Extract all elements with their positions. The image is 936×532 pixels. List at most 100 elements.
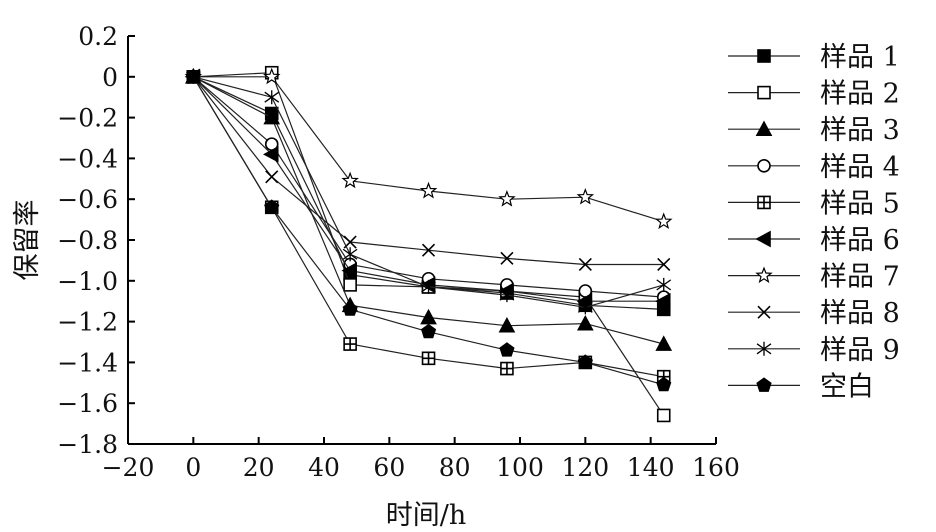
- data-point: [498, 316, 516, 333]
- data-point: [498, 190, 516, 207]
- data-point: [263, 108, 281, 125]
- data-point: [657, 257, 671, 272]
- data-point: [343, 278, 357, 292]
- legend-marker: [757, 305, 771, 319]
- series-8: [186, 70, 671, 272]
- legend-marker: [757, 49, 771, 63]
- data-point: [420, 323, 437, 339]
- legend-marker: [757, 85, 771, 100]
- legend-marker: [756, 341, 772, 356]
- y-tick-label: −0.4: [57, 144, 118, 173]
- data-point: [500, 361, 514, 376]
- legend-marker: [757, 159, 771, 173]
- data-point: [343, 337, 357, 351]
- x-tick-label: 80: [439, 453, 471, 482]
- data-point: [654, 212, 673, 230]
- series-line: [192, 76, 664, 266]
- legend-item: 样品 2: [728, 79, 900, 110]
- data-point: [577, 300, 593, 315]
- legend-item: 样品 6: [728, 225, 900, 256]
- series-7: [184, 67, 673, 230]
- x-tick-label: −20: [102, 453, 155, 482]
- legend-label: 样品 6: [820, 225, 900, 256]
- y-axis-title: 保留率: [12, 200, 43, 281]
- y-tick-label: −1.4: [57, 348, 118, 377]
- data-point: [500, 251, 514, 265]
- series-10: [185, 68, 672, 392]
- series-layer: [184, 65, 673, 423]
- data-point: [264, 199, 280, 214]
- legend-label: 样品 3: [820, 115, 900, 146]
- data-point: [263, 67, 281, 85]
- data-point: [655, 335, 673, 351]
- data-point: [421, 243, 436, 257]
- y-ticks: 0.2 0 −0.2 −0.4 −0.6 −0.8 −1.0 −1.2 −1.4 −1.6 −1.8: [57, 22, 135, 459]
- y-tick-label: −0.6: [57, 185, 118, 214]
- data-point: [419, 181, 438, 199]
- legend-label: 样品 7: [820, 262, 900, 293]
- y-tick-label: −1.8: [57, 430, 118, 459]
- y-tick-label: −1.2: [57, 308, 118, 337]
- legend-marker: [756, 377, 772, 392]
- data-point: [656, 376, 672, 392]
- data-point: [655, 292, 671, 310]
- legend-item: 样品 8: [728, 298, 900, 329]
- data-point: [341, 262, 357, 279]
- legend-marker: [757, 195, 771, 210]
- data-point: [656, 408, 671, 423]
- x-tick-label: 60: [373, 453, 405, 482]
- legend-item: 样品 5: [728, 188, 900, 219]
- x-ticks: −20 0 20 40 60 80 100 120 140 160: [102, 437, 740, 482]
- data-point: [576, 314, 594, 331]
- data-point: [578, 257, 592, 272]
- x-tick-label: 20: [243, 453, 275, 482]
- data-point: [185, 68, 201, 84]
- legend-marker: [755, 266, 773, 284]
- data-point: [421, 279, 436, 294]
- y-tick-label: 0: [102, 63, 118, 92]
- data-point: [499, 342, 515, 357]
- data-point: [420, 308, 437, 325]
- legend-marker: [755, 120, 773, 136]
- x-tick-label: 40: [308, 453, 340, 482]
- legend-item: 样品 3: [728, 115, 900, 146]
- legend-label: 样品 1: [820, 42, 900, 73]
- legend-item: 空白: [728, 371, 874, 402]
- series-9: [185, 69, 672, 315]
- series-3: [184, 68, 673, 351]
- series-line: [193, 76, 664, 345]
- data-point: [265, 170, 279, 184]
- x-tick-label: 160: [692, 453, 740, 482]
- legend-item: 样品 7: [728, 262, 900, 293]
- data-point: [342, 301, 358, 316]
- series-2: [186, 65, 671, 423]
- legend-item: 样品 9: [728, 335, 900, 366]
- x-tick-label: 100: [496, 453, 544, 482]
- x-tick-label: 140: [627, 453, 675, 482]
- legend-label: 样品 9: [820, 335, 900, 366]
- data-point: [342, 247, 358, 262]
- x-tick-label: 0: [185, 453, 201, 482]
- data-point: [499, 288, 515, 303]
- data-point: [263, 145, 279, 163]
- data-point: [576, 188, 595, 205]
- series-line: [192, 76, 664, 386]
- x-tick-label: 120: [561, 453, 609, 482]
- y-tick-label: −1.0: [57, 267, 118, 296]
- series-line: [193, 76, 664, 223]
- x-axis-title: 时间/h: [386, 500, 467, 531]
- legend-label: 空白: [820, 371, 874, 402]
- legend-label: 样品 5: [820, 188, 900, 219]
- legend-label: 样品 8: [820, 298, 900, 329]
- legend: 样品 1 样品 2 样品 3 样品 4 样品 5 样品 6 样品 7 样品 8 样品 9 空白: [728, 42, 900, 402]
- legend-label: 样品 2: [820, 79, 900, 110]
- y-tick-label: 0.2: [78, 22, 118, 51]
- y-tick-label: −1.6: [57, 389, 118, 418]
- y-tick-label: −0.8: [57, 226, 118, 255]
- data-point: [264, 90, 280, 105]
- legend-label: 样品 4: [820, 152, 900, 183]
- legend-item: 样品 4: [728, 152, 900, 183]
- data-point: [656, 277, 672, 292]
- y-tick-label: −0.2: [57, 104, 118, 133]
